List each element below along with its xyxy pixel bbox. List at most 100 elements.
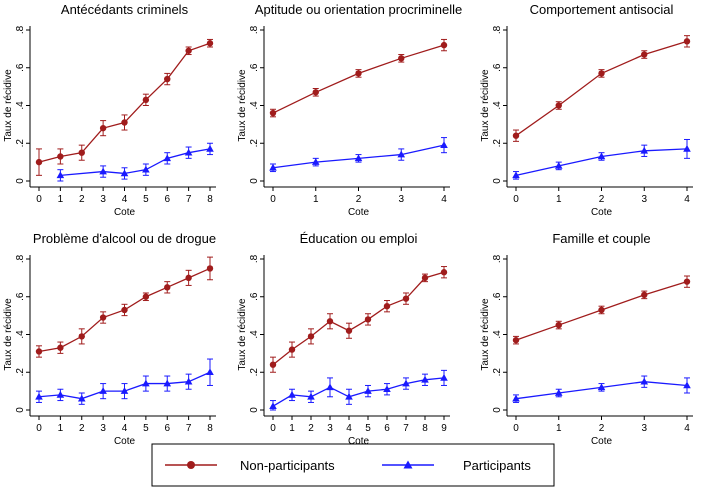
y-tick-label: .8 xyxy=(15,25,26,34)
y-tick-label: .6 xyxy=(15,292,26,301)
data-point xyxy=(383,302,391,310)
series-non-participants xyxy=(35,38,214,176)
panel-title: Éducation ou emploi xyxy=(300,231,418,246)
data-point xyxy=(142,379,150,387)
data-point xyxy=(383,385,391,393)
x-tick-label: 0 xyxy=(513,423,519,434)
x-tick-label: 3 xyxy=(327,423,333,434)
x-tick-label: 6 xyxy=(164,423,170,434)
y-axis-title: Taux de récidive xyxy=(3,298,14,371)
legend: Non-participants Participants xyxy=(151,443,555,487)
x-axis-title: Cote xyxy=(591,207,613,218)
x-axis-title: Cote xyxy=(348,207,370,218)
y-tick-label: .4 xyxy=(492,330,503,339)
data-point xyxy=(35,348,43,355)
data-point xyxy=(512,132,520,139)
data-point xyxy=(164,284,171,291)
data-point xyxy=(597,383,606,391)
data-point xyxy=(555,102,562,109)
data-point xyxy=(35,158,43,166)
legend-label-participants: Participants xyxy=(463,458,531,473)
data-point xyxy=(269,361,277,368)
panel-1: Antécédants criminels 0 .2 .4 .6 .8 0 1 2 3 4 5 6 7 8 C… xyxy=(3,2,216,218)
panel-title: Antécédants criminels xyxy=(61,2,189,17)
x-tick-label: 3 xyxy=(100,423,106,434)
data-point xyxy=(512,336,520,344)
data-point xyxy=(683,144,691,152)
data-point xyxy=(206,368,214,376)
series-non-participants xyxy=(269,266,448,373)
y-tick-label: .8 xyxy=(492,254,503,263)
y-tick-label: .2 xyxy=(249,139,260,148)
x-tick-label: 0 xyxy=(36,423,42,434)
x-tick-label: 9 xyxy=(441,423,447,434)
x-tick-label: 6 xyxy=(164,194,170,205)
data-point xyxy=(440,141,448,148)
chart-panels: Antécédants criminels 0 .2 .4 .6 .8 0 1 2 3 4 5 6 7 8 C… xyxy=(3,2,693,447)
x-tick-label: 2 xyxy=(79,194,85,205)
data-point xyxy=(364,387,372,394)
series-line xyxy=(515,40,688,137)
x-axis-title: Cote xyxy=(114,207,136,218)
data-point xyxy=(269,402,277,410)
x-tick-label: 2 xyxy=(599,194,605,205)
panel-6: Famille et couple 0 .2 .4 .6 .8 0 1 2 3 4 Cote Taux … xyxy=(480,231,693,447)
y-tick-label: .6 xyxy=(492,63,503,72)
y-tick-label: .4 xyxy=(15,330,26,339)
legend-marker-non-participants xyxy=(187,461,195,469)
x-tick-label: 3 xyxy=(100,194,106,205)
panel-title: Aptitude ou orientation procriminelle xyxy=(255,2,462,17)
data-point xyxy=(206,265,214,272)
data-point xyxy=(120,169,129,177)
series-participants xyxy=(269,137,448,173)
x-tick-label: 4 xyxy=(684,423,690,434)
data-point xyxy=(440,41,448,49)
data-point xyxy=(640,146,649,154)
y-tick-label: 0 xyxy=(249,178,260,184)
y-tick-label: .6 xyxy=(249,292,260,301)
y-tick-label: .8 xyxy=(249,25,260,34)
data-point xyxy=(99,387,107,394)
x-tick-label: 2 xyxy=(79,423,85,434)
x-tick-label: 8 xyxy=(422,423,428,434)
data-point xyxy=(121,119,128,126)
data-point xyxy=(402,379,410,387)
y-tick-label: .4 xyxy=(492,101,503,110)
data-point xyxy=(354,154,363,162)
data-point xyxy=(120,387,129,394)
data-point xyxy=(78,149,85,156)
data-point xyxy=(35,392,43,400)
y-tick-label: .8 xyxy=(249,254,260,263)
data-point xyxy=(78,333,85,340)
y-tick-label: .4 xyxy=(15,101,26,110)
data-point xyxy=(142,165,150,173)
data-point xyxy=(269,163,277,171)
data-point xyxy=(77,394,86,402)
data-point xyxy=(554,161,563,169)
x-tick-label: 0 xyxy=(513,194,519,205)
y-tick-label: .6 xyxy=(492,292,503,301)
y-axis-title: Taux de récidive xyxy=(237,69,248,142)
y-axis-title: Taux de récidive xyxy=(480,298,491,371)
y-tick-label: 0 xyxy=(15,407,26,413)
series-participants xyxy=(512,375,691,403)
x-tick-label: 8 xyxy=(207,194,213,205)
x-tick-label: 2 xyxy=(599,423,605,434)
y-tick-label: 0 xyxy=(15,178,26,184)
data-point xyxy=(312,89,319,96)
y-tick-label: 0 xyxy=(492,178,503,184)
data-point xyxy=(326,383,334,391)
x-tick-label: 3 xyxy=(641,423,647,434)
x-axis-title: Cote xyxy=(348,436,370,447)
data-point xyxy=(641,51,648,58)
series-non-participants xyxy=(35,256,214,358)
x-tick-label: 0 xyxy=(270,423,276,434)
panel-title: Famille et couple xyxy=(552,231,650,246)
panel-2: Aptitude ou orientation procriminelle 0 .2… xyxy=(237,2,462,218)
legend-box xyxy=(151,443,555,487)
series-non-participants xyxy=(512,275,691,345)
x-tick-label: 1 xyxy=(313,194,319,205)
y-tick-label: .2 xyxy=(249,368,260,377)
data-point xyxy=(164,75,171,83)
x-tick-label: 4 xyxy=(122,194,128,205)
